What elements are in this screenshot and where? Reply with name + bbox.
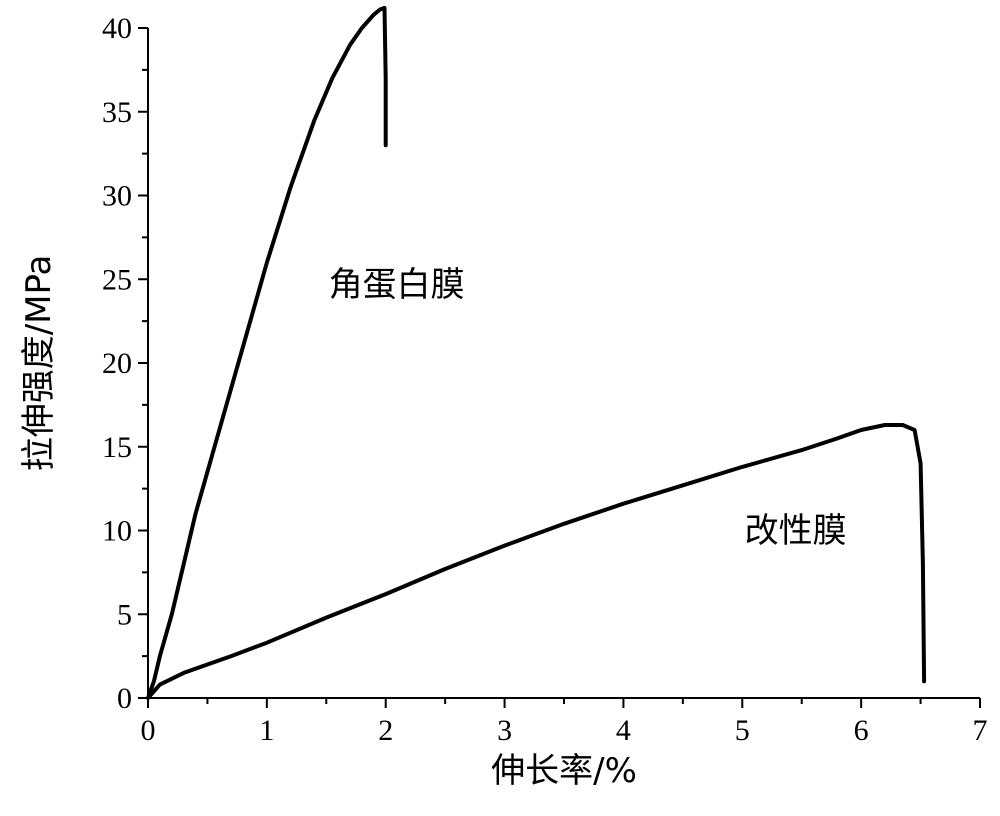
x-axis-title: 伸长率/% xyxy=(491,751,637,791)
y-tick-label: 10 xyxy=(102,515,132,548)
series-group xyxy=(146,5,927,700)
y-tick-label: 35 xyxy=(102,96,132,129)
y-tick-label: 30 xyxy=(102,180,132,213)
series-line-1 xyxy=(146,5,388,700)
x-tick-label: 6 xyxy=(854,714,869,747)
ticks: 0 1 2 3 4 5 6 7 0 5 10 15 20 25 30 35 40 xyxy=(102,12,988,747)
x-tick-label: 5 xyxy=(735,714,750,747)
y-tick-label: 20 xyxy=(102,347,132,380)
series-annotation-1: 角蛋白膜 xyxy=(329,265,465,305)
x-tick-label: 3 xyxy=(497,714,512,747)
x-tick-label: 4 xyxy=(616,714,631,747)
axes xyxy=(147,28,980,699)
y-tick-label: 25 xyxy=(102,263,132,296)
x-tick-label: 7 xyxy=(973,714,988,747)
series-annotation-2: 改性膜 xyxy=(745,511,847,551)
x-tick-label: 2 xyxy=(378,714,393,747)
y-axis-title: 拉伸强度/MPa xyxy=(19,255,59,472)
y-tick-label: 5 xyxy=(117,598,132,631)
y-tick-label: 40 xyxy=(102,12,132,45)
series-line-2 xyxy=(146,423,927,700)
y-tick-label: 15 xyxy=(102,431,132,464)
y-tick-label: 0 xyxy=(117,682,132,715)
x-tick-label: 0 xyxy=(141,714,156,747)
x-tick-label: 1 xyxy=(259,714,274,747)
